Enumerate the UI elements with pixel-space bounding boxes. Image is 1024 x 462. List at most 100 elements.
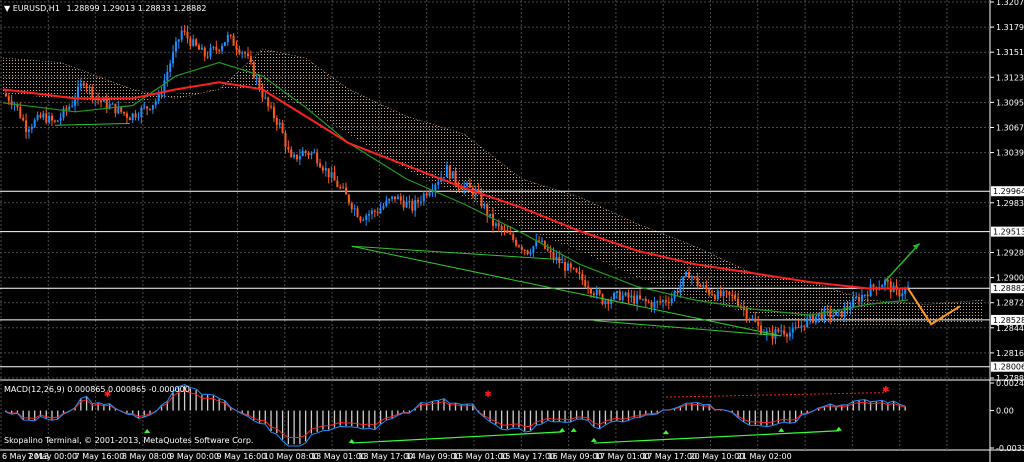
candle-body — [863, 294, 866, 296]
candle-body — [370, 210, 373, 214]
candle-body — [368, 213, 371, 216]
candle-body — [91, 86, 94, 100]
candle-body — [538, 240, 541, 242]
candle-body — [59, 117, 62, 121]
candle-body — [296, 154, 298, 160]
candle-body — [494, 223, 497, 226]
candle-body — [94, 98, 97, 100]
trendlines — [54, 122, 782, 337]
candle-body — [316, 152, 319, 164]
candle-body — [177, 39, 180, 42]
macd-tick-label: 0.002459 — [996, 379, 1024, 388]
candle-body — [287, 147, 290, 150]
candle-body — [725, 290, 728, 292]
candle-body — [768, 331, 771, 333]
candle-body — [284, 133, 287, 148]
candle-body — [662, 300, 665, 303]
macd-arrow-up-icon — [835, 426, 842, 431]
candle-body — [523, 249, 526, 251]
candle-body — [42, 113, 45, 118]
candle-body — [218, 49, 221, 51]
candle-body — [650, 302, 653, 308]
forecast-green[interactable] — [884, 243, 921, 282]
x-tick-label: 17 May 01:00 — [595, 452, 650, 461]
candle-body — [180, 30, 183, 40]
candle-body — [264, 97, 267, 99]
candle-body — [267, 97, 270, 107]
candle-body — [353, 208, 356, 210]
trendline[interactable] — [54, 122, 130, 126]
x-tick-label: 21 May 02:00 — [737, 452, 792, 461]
x-tick-label: 17 May 17:00 — [642, 452, 697, 461]
candle-body — [25, 120, 28, 132]
forecast-arrows — [884, 243, 961, 326]
candle-body — [601, 294, 604, 305]
price-axis: 1.32075 1.31795 1.31515 1.31235 1.30955 1.306… — [990, 0, 1024, 383]
candle-body — [783, 330, 786, 335]
x-tick-label: 8 May 08:00 — [122, 452, 172, 461]
candle-body — [552, 252, 555, 260]
candle-body — [88, 86, 91, 88]
candle-body — [198, 45, 200, 50]
candle-body — [209, 47, 212, 57]
y-tick-label: 1.28160 — [996, 349, 1024, 358]
candle-body — [832, 315, 835, 318]
candle-body — [826, 308, 829, 310]
candle-body — [722, 290, 725, 297]
candle-body — [48, 115, 51, 123]
y-tick-label: 1.30955 — [996, 98, 1024, 107]
candle-body — [786, 334, 788, 337]
y-tick-label: 1.29280 — [996, 249, 1024, 258]
candle-body — [408, 200, 411, 202]
candle-body — [653, 302, 656, 308]
candle-body — [860, 295, 863, 302]
candle-body — [780, 330, 783, 332]
trendline[interactable] — [351, 245, 563, 261]
candle-body — [564, 261, 567, 271]
candle-body — [114, 103, 117, 114]
candle-body — [102, 98, 105, 102]
candle-body — [215, 47, 218, 50]
candle-body — [858, 297, 861, 302]
candle-body — [183, 30, 186, 32]
price-label-box — [991, 186, 1024, 197]
macd-arrow-down-icon: ✱ — [882, 386, 890, 396]
candle-body — [65, 108, 68, 110]
dropdown-triangle-icon[interactable]: ▼ — [4, 4, 11, 13]
candle-body — [431, 190, 434, 193]
candle-body — [835, 311, 837, 316]
candle-body — [806, 318, 809, 328]
trendline[interactable] — [593, 320, 782, 337]
candle-body — [123, 111, 126, 114]
candle-body — [304, 150, 307, 153]
forecast-orange[interactable] — [907, 287, 961, 326]
candle-body — [30, 126, 33, 130]
candle-body — [212, 47, 215, 49]
candle-body — [417, 200, 420, 203]
candle-body — [520, 246, 523, 250]
candle-body — [189, 38, 192, 47]
candle-body — [592, 293, 595, 296]
y-tick-label: 1.32075 — [996, 0, 1024, 7]
candle-body — [359, 217, 362, 221]
trendline[interactable] — [351, 245, 782, 337]
candle-body — [869, 284, 872, 297]
candle-body — [143, 106, 146, 108]
candle-body — [76, 86, 79, 100]
candle-body — [79, 83, 82, 87]
y-tick-label: 1.29000 — [996, 274, 1024, 283]
candle-body — [100, 100, 102, 102]
candle-body — [290, 149, 293, 158]
candle-body — [737, 298, 739, 306]
candle-body — [68, 106, 71, 110]
candle-body — [434, 184, 437, 191]
candle-body — [342, 187, 345, 189]
candle-body — [428, 192, 431, 196]
candle-body — [800, 325, 803, 328]
candle-body — [261, 89, 264, 98]
copyright-text: Skopalino Terminal, © 2001-2013, MetaQuo… — [4, 436, 253, 445]
price-label-box — [991, 314, 1024, 325]
candle-body — [647, 301, 650, 303]
y-tick-label: 1.31515 — [996, 48, 1024, 57]
